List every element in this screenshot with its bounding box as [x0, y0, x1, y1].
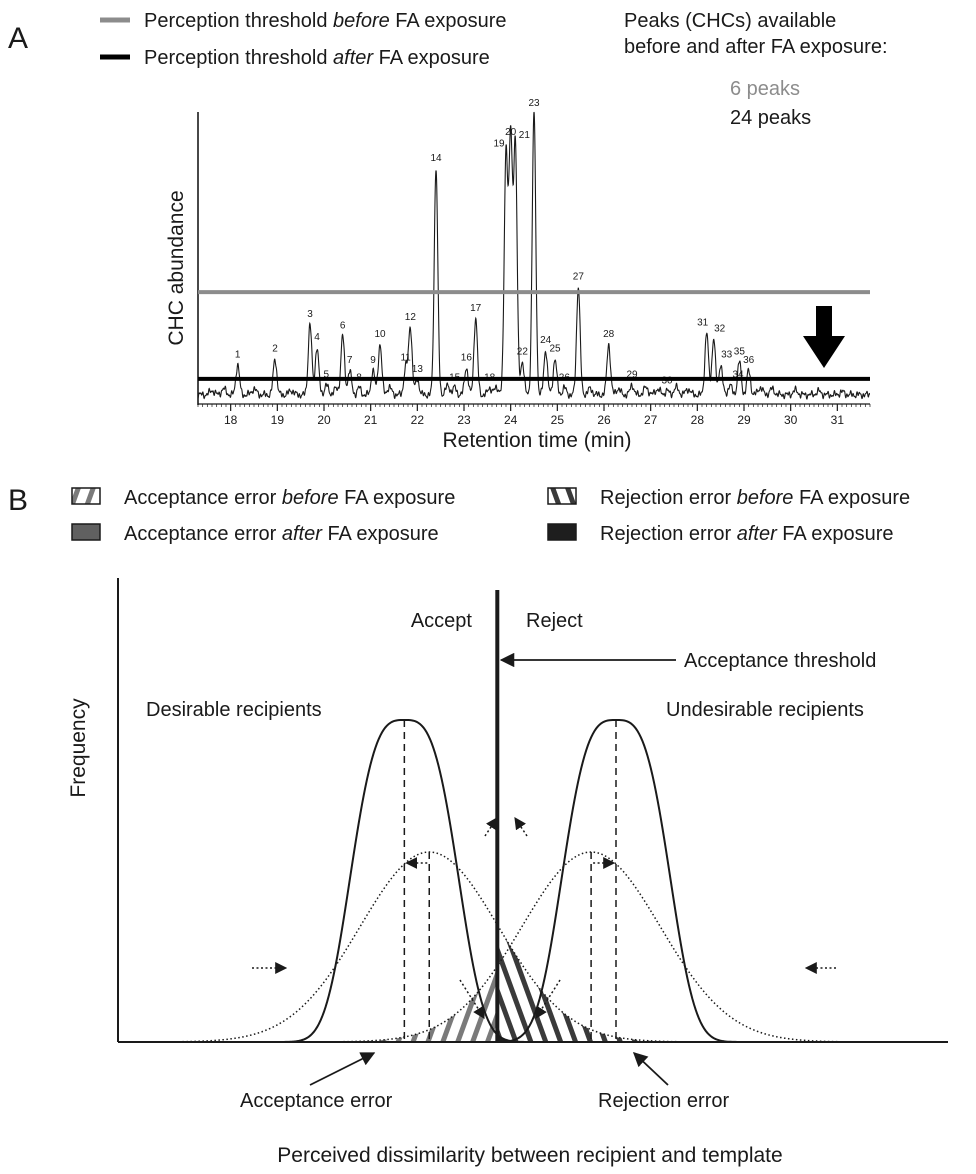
peak-label: 4	[314, 332, 320, 343]
x-tick-label: 19	[271, 413, 285, 427]
peak-label: 36	[743, 355, 755, 366]
peak-label: 6	[340, 321, 346, 332]
acceptance-error-label: Acceptance error	[240, 1090, 393, 1112]
panel-a-label: A	[8, 22, 28, 55]
acceptance-error-before-area	[267, 967, 498, 1042]
y-axis-label-a: CHC abundance	[165, 190, 188, 345]
tail-shift-arrow-rejection	[535, 979, 561, 1020]
x-ticks-a: 18 19 20 21 22 23 24 25 26 27 28 29 30 31	[197, 404, 871, 427]
peak-labels: 1234567891011121314151617181920212223242…	[235, 98, 755, 386]
peak-label: 32	[714, 323, 726, 334]
peak-label: 35	[734, 347, 746, 358]
accept-label: Accept	[411, 610, 473, 632]
peak-label: 29	[626, 370, 638, 381]
tail-shift-arrow-acceptance	[459, 979, 485, 1020]
peaks-note-line1: Peaks (CHCs) available	[624, 10, 836, 32]
chromatogram	[198, 111, 870, 400]
peak-label: 14	[430, 153, 442, 164]
rejection-error-pointer	[632, 1052, 669, 1086]
chromatogram-trace	[198, 111, 870, 400]
swatch-acceptance-after	[71, 523, 101, 541]
peak-label: 34	[732, 370, 744, 381]
legend-item-rejection-before: Rejection error before FA exposure	[547, 487, 910, 509]
panel-b-legend: Acceptance error before FA exposure Reje…	[71, 487, 910, 545]
desirable-before-curve	[130, 851, 765, 1043]
peak-label: 21	[519, 130, 531, 141]
peak-label: 30	[661, 375, 673, 386]
peaks-note: Peaks (CHCs) available before and after …	[624, 10, 888, 129]
x-tick-label: 24	[504, 413, 518, 427]
peak-label: 13	[412, 364, 424, 375]
x-axis-label-b: Perceived dissimilarity between recipien…	[277, 1144, 782, 1167]
undesirable-before-curve	[267, 851, 935, 1043]
legend-item-after: Perception threshold after FA exposure	[144, 47, 490, 69]
x-tick-label: 25	[551, 413, 565, 427]
svg-text:Rejection error before FA expo: Rejection error before FA exposure	[600, 487, 910, 509]
peak-label: 27	[573, 271, 585, 282]
peak-label: 22	[517, 347, 529, 358]
x-tick-label: 20	[317, 413, 331, 427]
peak-label: 9	[370, 355, 376, 366]
peak-label: 12	[405, 312, 417, 323]
x-tick-label: 22	[411, 413, 425, 427]
x-tick-label: 30	[784, 413, 798, 427]
peak-label: 1	[235, 349, 241, 360]
y-axis-label-b: Frequency	[67, 698, 90, 798]
legend-item-rejection-after: Rejection error after FA exposure	[547, 523, 894, 545]
x-tick-label: 21	[364, 413, 378, 427]
swatch-acceptance-before	[71, 487, 101, 505]
peak-label: 23	[528, 98, 540, 109]
x-tick-label: 28	[691, 413, 705, 427]
acceptance-error-pointer	[309, 1052, 376, 1086]
x-tick-label: 27	[644, 413, 658, 427]
x-tick-label: 18	[224, 413, 238, 427]
recognition-plot	[117, 578, 948, 1086]
x-axis-label-a: Retention time (min)	[442, 429, 631, 452]
x-tick-label: 31	[831, 413, 845, 427]
peak-label: 28	[603, 329, 615, 340]
peak-label: 33	[721, 349, 733, 360]
peak-label: 20	[505, 127, 517, 138]
peak-label: 3	[307, 309, 313, 320]
svg-text:Acceptance error after FA expo: Acceptance error after FA exposure	[124, 523, 439, 545]
swatch-rejection-before	[547, 487, 577, 505]
crossing-arrow-right	[514, 817, 528, 837]
panel-b-label: B	[8, 484, 28, 517]
legend-item-acceptance-before: Acceptance error before FA exposure	[71, 487, 455, 509]
peaks-note-line2: before and after FA exposure:	[624, 36, 888, 58]
rejection-error-label: Rejection error	[598, 1090, 730, 1112]
x-tick-label: 23	[457, 413, 471, 427]
peak-label: 24	[540, 335, 552, 346]
x-tick-label: 29	[737, 413, 751, 427]
down-arrow-icon	[803, 306, 845, 368]
peak-label: 2	[272, 344, 278, 355]
peak-label: 10	[374, 329, 386, 340]
svg-text:Rejection error after FA expos: Rejection error after FA exposure	[600, 523, 894, 545]
peaks-note-after: 24 peaks	[730, 107, 811, 129]
legend-item-before: Perception threshold before FA exposure	[144, 10, 506, 32]
peaks-note-before: 6 peaks	[730, 78, 800, 100]
svg-text:Acceptance error before FA exp: Acceptance error before FA exposure	[124, 487, 455, 509]
peak-label: 31	[697, 318, 709, 329]
peak-label: 11	[400, 352, 411, 363]
peak-label: 16	[461, 352, 473, 363]
rejection-error-before-area	[497, 924, 766, 1042]
peak-label: 25	[549, 344, 561, 355]
peak-label: 19	[493, 138, 505, 149]
legend-item-acceptance-after: Acceptance error after FA exposure	[71, 523, 439, 545]
swatch-rejection-after	[547, 523, 577, 541]
acceptance-threshold-label: Acceptance threshold	[684, 650, 876, 672]
reject-label: Reject	[526, 610, 583, 632]
x-tick-label: 26	[597, 413, 611, 427]
undesirable-recipients-label: Undesirable recipients	[666, 699, 864, 721]
peak-label: 5	[324, 370, 330, 381]
peak-label: 17	[470, 303, 482, 314]
panel-a-legend: Perception threshold before FA exposure …	[100, 10, 506, 69]
desirable-recipients-label: Desirable recipients	[146, 699, 322, 721]
peak-label: 7	[347, 355, 353, 366]
crossing-arrow-left	[484, 817, 498, 837]
